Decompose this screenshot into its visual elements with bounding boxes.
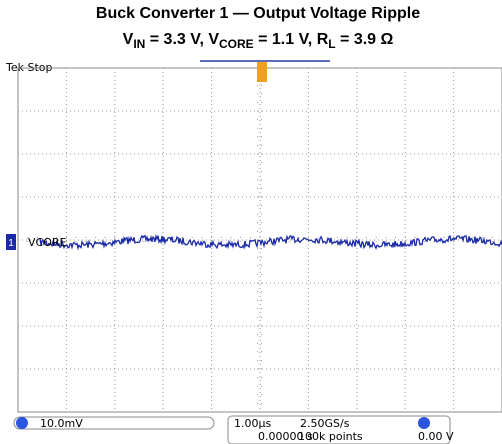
trigger-marker bbox=[257, 62, 267, 82]
title: Buck Converter 1 — Output Voltage Ripple bbox=[96, 5, 420, 22]
trigger-source-icon bbox=[418, 417, 430, 429]
volts-per-div: 10.0mV bbox=[40, 417, 83, 430]
channel-label: VCORE bbox=[28, 236, 67, 249]
subtitle-part: = 1.1 V, R bbox=[254, 31, 329, 48]
subtitle-part: V bbox=[123, 31, 134, 48]
sample-rate: 2.50GS/s bbox=[300, 417, 350, 430]
subtitle-part: = 3.3 V, V bbox=[145, 31, 219, 48]
subtitle-sub: IN bbox=[133, 37, 145, 51]
channel-number: 1 bbox=[8, 238, 14, 249]
page: Buck Converter 1 — Output Voltage Ripple… bbox=[0, 0, 502, 444]
channel-icon bbox=[16, 417, 28, 429]
record-length: 100k points bbox=[298, 430, 363, 443]
subtitle-sub: L bbox=[328, 37, 335, 51]
subtitle: VIN = 3.3 V, VCORE = 1.1 V, RL = 3.9 Ω bbox=[123, 31, 394, 51]
subtitle-sub: CORE bbox=[219, 37, 254, 51]
subtitle-part: = 3.9 Ω bbox=[336, 31, 394, 48]
trigger-level: 0.00 V bbox=[418, 430, 454, 443]
time-per-div: 1.00µs bbox=[234, 417, 271, 430]
waveform bbox=[40, 236, 502, 249]
